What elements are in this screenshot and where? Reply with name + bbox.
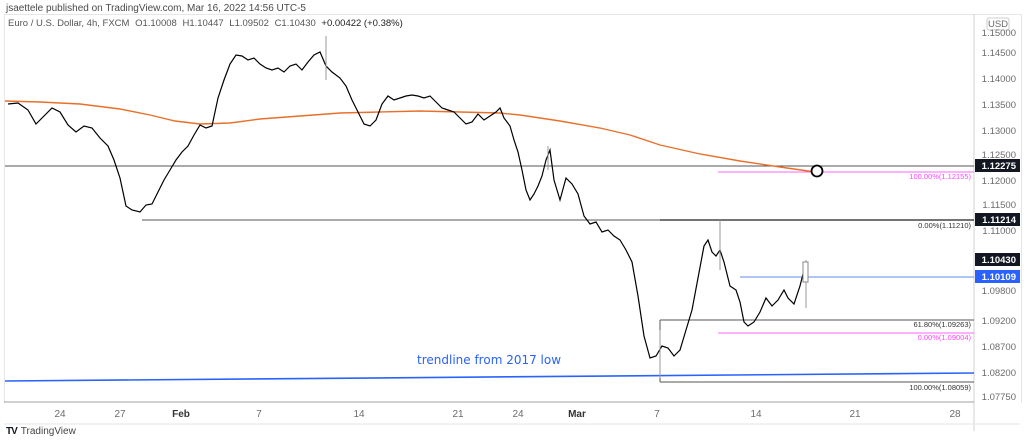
price-tag-support xyxy=(975,213,1020,226)
price-tag-last xyxy=(975,253,1020,266)
moving-average-line[interactable] xyxy=(4,100,816,173)
x-tick: 14 xyxy=(750,409,762,420)
price-change: +0.00422 (+0.38%) xyxy=(321,18,403,29)
fib-label-0-upper: 0.00%(1.11210) xyxy=(918,221,971,230)
y-tick: 1.14000 xyxy=(982,74,1016,85)
symbol-legend: Euro / U.S. Dollar, 4h, FXCM O1.10008 H1… xyxy=(8,18,406,29)
intersection-marker[interactable] xyxy=(810,164,824,178)
x-tick: 7 xyxy=(256,409,262,420)
ohlc-high: H1.10447 xyxy=(182,18,224,29)
ohlc-close: C1.10430 xyxy=(274,18,316,29)
y-tick: 1.11500 xyxy=(982,200,1016,211)
fib-label-61: 61.80%(1.09263) xyxy=(913,320,971,329)
y-tick: 1.13000 xyxy=(982,126,1016,137)
fib-label-100-upper: 100.00%(1.12155) xyxy=(909,172,971,181)
y-tick: 1.09200 xyxy=(982,316,1016,327)
publisher-line: jsaettele published on TradingView.com, … xyxy=(6,3,306,14)
y-tick: 1.08200 xyxy=(982,368,1016,379)
x-tick: 28 xyxy=(949,409,961,420)
price-tag-blue xyxy=(975,270,1020,283)
y-tick: 1.12500 xyxy=(982,150,1016,161)
tradingview-logo-icon[interactable]: TV xyxy=(6,426,18,437)
price-tag-text: 1.11214 xyxy=(982,215,1017,226)
price-tag-text: 1.10430 xyxy=(982,255,1016,266)
y-tick: 1.07750 xyxy=(982,392,1016,403)
x-tick: 21 xyxy=(452,409,464,420)
x-tick: Mar xyxy=(568,409,586,420)
y-tick: 1.13500 xyxy=(982,100,1016,111)
currency-badge[interactable] xyxy=(986,17,1010,31)
x-tick: 21 xyxy=(849,409,861,420)
y-tick: 1.15000 xyxy=(982,28,1016,39)
x-tick: Feb xyxy=(172,409,190,420)
y-tick: 1.08700 xyxy=(982,342,1016,353)
candles xyxy=(7,36,809,378)
fib-label-100-lower: 100.00%(1.08059) xyxy=(909,383,971,392)
currency-label: USD xyxy=(988,19,1008,30)
x-tick: 27 xyxy=(114,409,126,420)
price-tag-resistance xyxy=(975,159,1020,172)
time-axis[interactable]: 24 27 Feb 7 14 21 24 Mar 7 14 21 28 xyxy=(54,409,961,420)
chart-frame xyxy=(4,14,1022,403)
y-tick: 1.12000 xyxy=(982,176,1016,187)
x-tick: 24 xyxy=(54,409,66,420)
x-tick: 24 xyxy=(512,409,524,420)
price-tag-text: 1.10109 xyxy=(982,272,1016,283)
ohlc-open: O1.10008 xyxy=(135,18,177,29)
y-tick: 1.09800 xyxy=(982,286,1016,297)
fib-label-0-lower: 0.00%(1.09004) xyxy=(918,333,972,342)
price-axis[interactable]: USD 1.15000 1.14500 1.14000 1.13500 1.13… xyxy=(975,17,1020,403)
brand-name[interactable]: TradingView xyxy=(20,426,76,437)
trendline-2017-low[interactable] xyxy=(4,372,975,382)
y-tick: 1.14500 xyxy=(982,48,1016,59)
footer: TV TradingView xyxy=(6,426,76,437)
x-tick: 14 xyxy=(353,409,365,420)
price-tag-text: 1.12275 xyxy=(982,161,1017,172)
last-candle xyxy=(802,261,809,283)
symbol-name[interactable]: Euro / U.S. Dollar, 4h, FXCM xyxy=(8,18,130,29)
trendline-label[interactable]: trendline from 2017 low xyxy=(417,353,561,367)
x-tick: 7 xyxy=(654,409,660,420)
ohlc-low: L1.09502 xyxy=(229,18,269,29)
y-tick: 1.11000 xyxy=(982,226,1016,237)
